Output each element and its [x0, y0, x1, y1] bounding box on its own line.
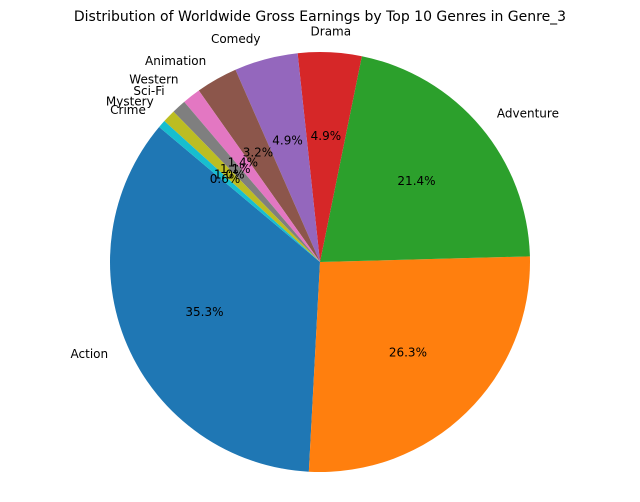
slice-category-label: Animation [145, 54, 206, 68]
slice-percent-label: 26.3% [389, 345, 427, 359]
slice-percent-label: 4.9% [311, 129, 342, 143]
slice-category-label: Drama [311, 24, 352, 38]
slice-percent-label: 0.6% [210, 172, 241, 186]
chart-title: Distribution of Worldwide Gross Earnings… [74, 9, 566, 25]
slice-percent-label: 21.4% [397, 174, 435, 188]
pie-slice [320, 56, 530, 262]
pie-slice [184, 90, 320, 262]
slice-category-label: Western [129, 72, 178, 86]
pie-slices [109, 51, 531, 472]
pie-slice [198, 69, 320, 263]
slice-category-label: Mystery [106, 95, 154, 109]
slice-percent-label: 1.0% [214, 168, 245, 182]
pie-slice [159, 121, 320, 262]
slice-percent-label: 35.3% [185, 305, 223, 319]
slice-category-label: Action [71, 347, 109, 361]
pie-slice [297, 51, 362, 262]
slice-percent-label: 1.1% [220, 162, 251, 176]
slice-percent-label: 1.4% [228, 155, 259, 169]
pie-slice [235, 53, 320, 262]
slice-category-label: Sci-Fi [133, 84, 164, 98]
pie-labels: 35.3% Action 26.3% 21.4% Adventure 4.9% Drama 4… [71, 24, 559, 361]
slice-category-label: Comedy [211, 32, 261, 46]
slice-percent-label: 3.2% [243, 145, 274, 159]
slice-percent-label: 4.9% [272, 133, 303, 147]
slice-category-label: Adventure [497, 106, 559, 120]
slice-category-label: Crime [110, 103, 146, 117]
pie-slice [308, 256, 531, 472]
pie-slice [173, 101, 320, 262]
pie-slice [109, 127, 320, 472]
pie-slice [164, 111, 320, 262]
